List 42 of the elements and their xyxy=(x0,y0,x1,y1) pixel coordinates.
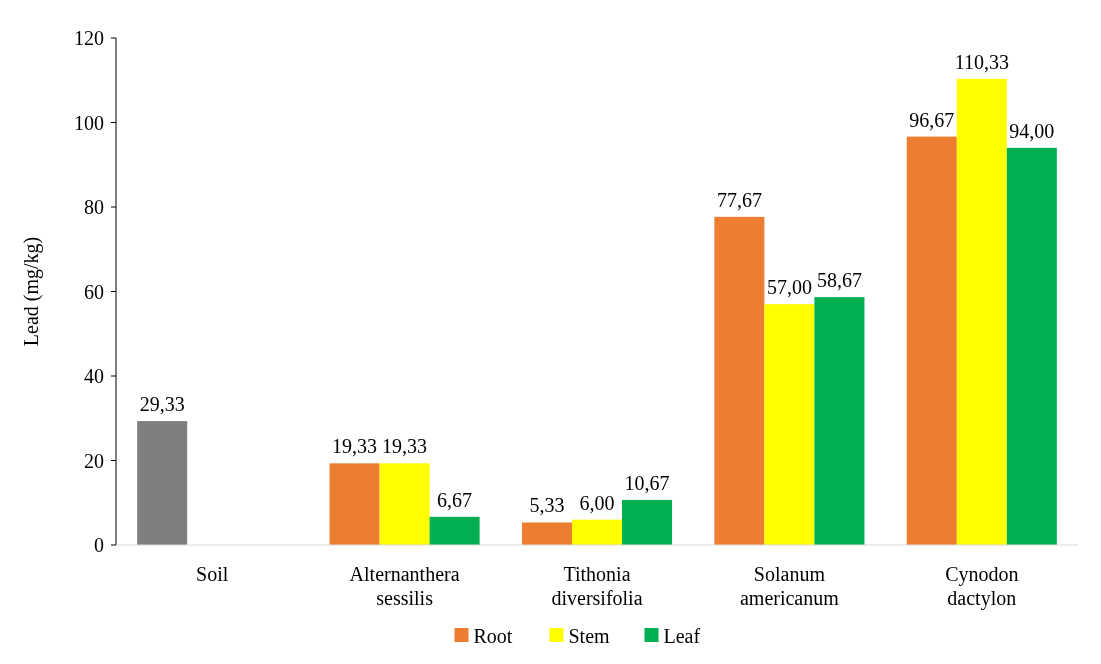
data-label: 94,00 xyxy=(1009,119,1055,142)
data-label: 10,67 xyxy=(624,471,670,494)
bar xyxy=(137,421,188,545)
x-tick-label: Solanum americanum xyxy=(739,563,840,609)
y-tick-label: 60 xyxy=(84,280,104,303)
x-tick-label: Alternanthera sessilis xyxy=(349,563,460,609)
data-label: 77,67 xyxy=(716,188,762,211)
bar xyxy=(814,297,865,545)
data-label: 5,33 xyxy=(529,494,565,517)
y-tick-label: 0 xyxy=(94,534,104,556)
y-tick-label: 20 xyxy=(84,449,104,472)
y-tick-label: 80 xyxy=(84,196,104,218)
x-tick-label: Tithonia diversifolia xyxy=(551,563,643,609)
data-label: 6,67 xyxy=(437,488,473,511)
bar xyxy=(622,499,673,545)
bar xyxy=(1006,147,1057,545)
legend-label: Leaf xyxy=(663,625,701,647)
bar xyxy=(379,463,430,545)
y-axis-title: Lead (mg/kg) xyxy=(20,236,43,347)
data-label: 19,33 xyxy=(382,435,428,458)
bar xyxy=(521,522,572,545)
bar xyxy=(764,304,815,545)
data-label: 110,33 xyxy=(954,50,1009,73)
bar xyxy=(571,519,623,545)
bar xyxy=(429,516,480,545)
y-tick-label: 40 xyxy=(84,365,104,387)
data-label: 29,33 xyxy=(139,393,185,416)
data-label: 58,67 xyxy=(816,269,862,292)
legend-label: Stem xyxy=(568,625,611,647)
data-label: 96,67 xyxy=(909,108,955,131)
data-label: 6,00 xyxy=(579,491,615,514)
y-tick-label: 100 xyxy=(74,111,104,134)
x-tick-label: Soil xyxy=(196,563,229,585)
x-tick-label: Cynodon dactylon xyxy=(945,563,1019,610)
y-tick-label: 120 xyxy=(74,27,104,49)
bar xyxy=(329,463,380,545)
data-label: 57,00 xyxy=(766,276,812,299)
data-label: 19,33 xyxy=(332,435,378,458)
legend-label: Root xyxy=(473,625,513,647)
bar xyxy=(956,78,1007,545)
bar xyxy=(714,216,765,545)
bar xyxy=(906,136,957,545)
